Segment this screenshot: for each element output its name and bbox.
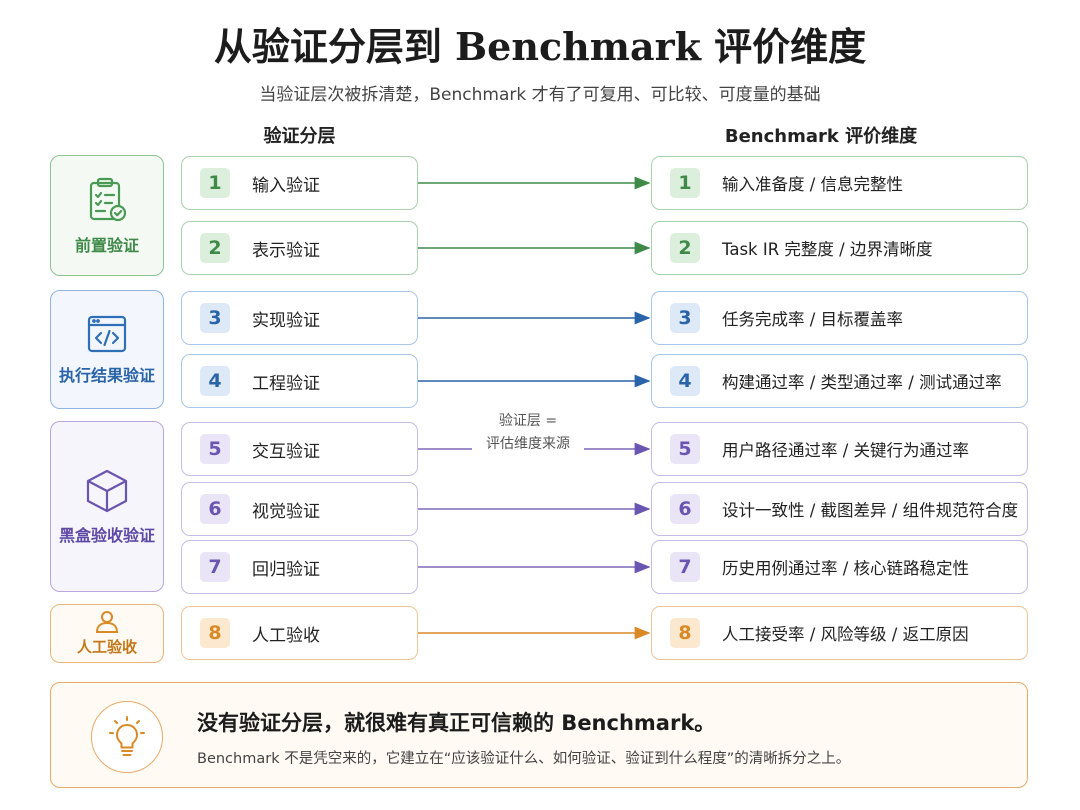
mid-note-line-1: 验证层 = — [498, 413, 558, 429]
layer-label: 工程验证 — [252, 373, 320, 394]
dimension-box-6: 6 设计一致性 / 截图差异 / 组件规范符合度 — [651, 482, 1028, 536]
layer-number: 1 — [200, 168, 230, 198]
dimension-number: 2 — [670, 233, 700, 263]
group-execution-validation: 执行结果验证 — [50, 290, 164, 409]
group-label: 前置验证 — [74, 235, 139, 255]
dimension-label: 设计一致性 / 截图差异 / 组件规范符合度 — [722, 501, 1019, 520]
cube-icon — [86, 469, 128, 512]
dimension-box-2: 2 Task IR 完整度 / 边界清晰度 — [651, 221, 1028, 275]
dimension-label: 历史用例通过率 / 核心链路稳定性 — [722, 559, 970, 578]
group-manual-acceptance: 人工验收 — [50, 604, 164, 663]
layer-number: 3 — [200, 303, 230, 333]
layer-number: 8 — [200, 618, 230, 648]
mid-note: 验证层 = 评估维度来源 — [472, 410, 584, 456]
layer-label: 表示验证 — [252, 240, 320, 261]
dimension-label: 人工接受率 / 风险等级 / 返工原因 — [722, 625, 969, 644]
dimension-box-7: 7 历史用例通过率 / 核心链路稳定性 — [651, 540, 1028, 594]
dimension-number: 1 — [670, 168, 700, 198]
layer-label: 交互验证 — [252, 441, 320, 462]
dimension-box-4: 4 构建通过率 / 类型通过率 / 测试通过率 — [651, 354, 1028, 408]
group-label: 黑盒验收验证 — [58, 525, 155, 545]
group-pre-validation: 前置验证 — [50, 155, 164, 276]
layer-box-8: 8 人工验收 — [181, 606, 418, 660]
layer-box-6: 6 视觉验证 — [181, 482, 418, 536]
dimension-label: 任务完成率 / 目标覆盖率 — [722, 310, 904, 329]
dimension-box-3: 3 任务完成率 / 目标覆盖率 — [651, 291, 1028, 345]
dimension-number: 3 — [670, 303, 700, 333]
layer-number: 6 — [200, 494, 230, 524]
layer-number: 4 — [200, 366, 230, 396]
lightbulb-icon — [91, 701, 163, 773]
group-label: 执行结果验证 — [58, 365, 155, 385]
dimension-label: 输入准备度 / 信息完整性 — [722, 175, 904, 194]
dimension-label: 用户路径通过率 / 关键行为通过率 — [722, 441, 970, 460]
dimension-number: 8 — [670, 618, 700, 648]
page-subtitle: 当验证层次被拆清楚，Benchmark 才有了可复用、可比较、可度量的基础 — [259, 85, 821, 105]
group-label: 人工验收 — [76, 638, 137, 656]
dimension-box-5: 5 用户路径通过率 / 关键行为通过率 — [651, 422, 1028, 476]
layer-label: 输入验证 — [252, 175, 320, 196]
dimension-number: 5 — [670, 434, 700, 464]
dimension-label: 构建通过率 / 类型通过率 / 测试通过率 — [722, 373, 1002, 392]
layer-box-7: 7 回归验证 — [181, 540, 418, 594]
dimension-box-1: 1 输入准备度 / 信息完整性 — [651, 156, 1028, 210]
dimension-box-8: 8 人工接受率 / 风险等级 / 返工原因 — [651, 606, 1028, 660]
dimension-number: 6 — [670, 494, 700, 524]
layer-label: 视觉验证 — [252, 501, 320, 522]
layer-label: 回归验证 — [252, 559, 320, 580]
layer-box-1: 1 输入验证 — [181, 156, 418, 210]
left-column-header: 验证分层 — [263, 126, 336, 147]
dimension-number: 4 — [670, 366, 700, 396]
right-column-header: Benchmark 评价维度 — [724, 126, 918, 147]
dimension-label: Task IR 完整度 / 边界清晰度 — [722, 240, 933, 259]
footer-headline: 没有验证分层，就很难有真正可信赖的 Benchmark。 — [197, 711, 716, 735]
footer-description: Benchmark 不是凭空来的，它建立在“应该验证什么、如何验证、验证到什么程… — [197, 751, 851, 767]
footer-callout: 没有验证分层，就很难有真正可信赖的 Benchmark。 Benchmark 不… — [50, 682, 1028, 788]
clipboard-check-icon — [89, 177, 127, 221]
group-blackbox-validation: 黑盒验收验证 — [50, 421, 164, 592]
layer-label: 实现验证 — [252, 310, 320, 331]
page-title: 从验证分层到 Benchmark 评价维度 — [213, 24, 867, 69]
mid-note-line-2: 评估维度来源 — [486, 436, 570, 452]
layer-box-5: 5 交互验证 — [181, 422, 418, 476]
layer-box-3: 3 实现验证 — [181, 291, 418, 345]
layer-box-4: 4 工程验证 — [181, 354, 418, 408]
layer-label: 人工验收 — [252, 625, 320, 646]
person-icon — [95, 611, 119, 633]
layer-number: 7 — [200, 552, 230, 582]
dimension-number: 7 — [670, 552, 700, 582]
layer-number: 2 — [200, 233, 230, 263]
layer-number: 5 — [200, 434, 230, 464]
code-window-icon — [87, 315, 127, 352]
layer-box-2: 2 表示验证 — [181, 221, 418, 275]
